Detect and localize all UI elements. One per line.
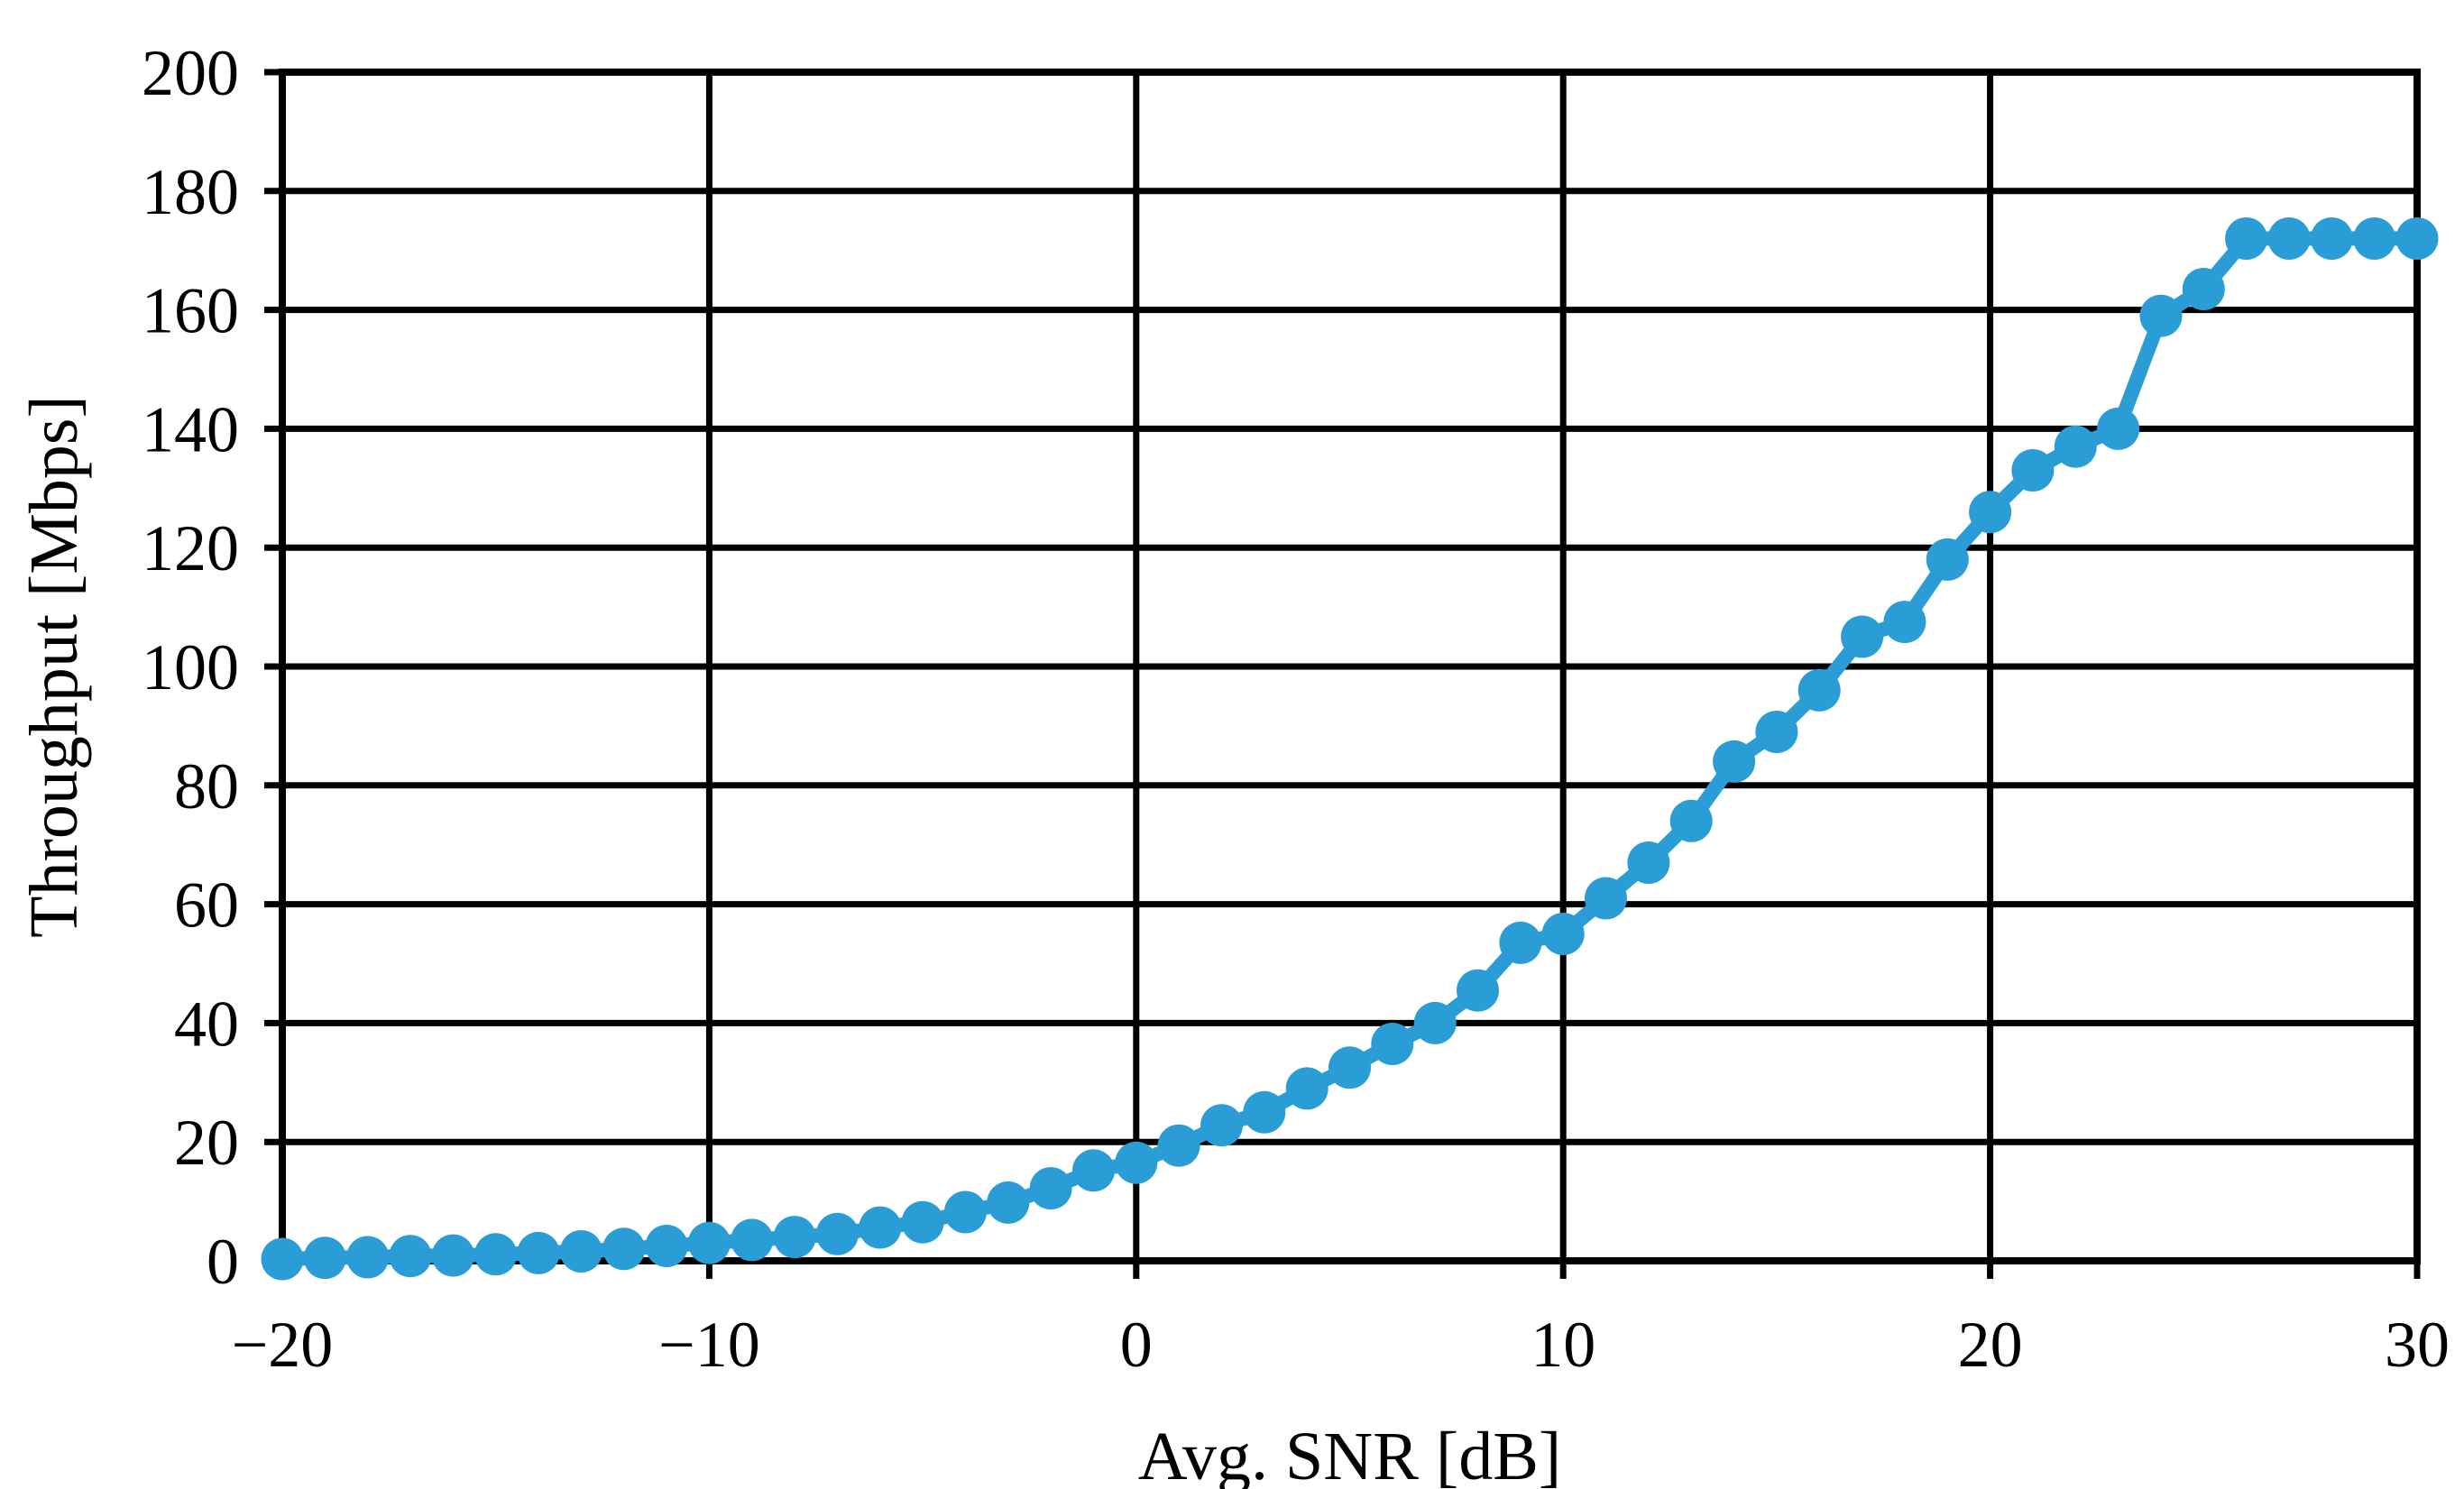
data-point-marker	[2395, 217, 2439, 260]
y-tick-label: 0	[207, 1226, 239, 1298]
data-point-marker	[1669, 799, 1713, 842]
data-point-marker	[645, 1225, 688, 1267]
x-tick-label: −20	[232, 1309, 334, 1381]
data-point-marker	[1926, 538, 1969, 581]
y-tick-label: 140	[142, 393, 239, 465]
data-point-marker	[1115, 1141, 1158, 1184]
data-point-marker	[1627, 841, 1670, 884]
axis-ticks	[264, 69, 2421, 1279]
data-point-marker	[2097, 407, 2140, 450]
y-tick-label: 40	[174, 988, 239, 1060]
data-point-marker	[2353, 217, 2396, 260]
data-point-marker	[261, 1237, 304, 1281]
data-point-marker	[731, 1218, 774, 1262]
data-point-marker	[687, 1221, 731, 1264]
data-point-marker	[2267, 217, 2311, 260]
data-point-marker	[1072, 1149, 1115, 1192]
y-tick-label: 100	[142, 631, 239, 703]
data-point-marker	[2054, 425, 2097, 468]
y-tick-label: 20	[174, 1107, 239, 1179]
data-point-marker	[303, 1236, 346, 1280]
data-point-marker	[1200, 1104, 1243, 1147]
data-point-marker	[1029, 1167, 1072, 1210]
y-tick-label: 160	[142, 275, 239, 347]
data-point-marker	[1371, 1023, 1414, 1065]
data-point-marker	[1969, 491, 2012, 534]
data-point-marker	[943, 1190, 987, 1234]
data-point-marker	[773, 1216, 816, 1259]
data-point-marker	[474, 1233, 518, 1276]
data-point-marker	[1755, 711, 1798, 753]
y-tick-label: 200	[142, 37, 239, 109]
data-point-marker	[1243, 1090, 1286, 1134]
x-tick-label: 10	[1531, 1309, 1595, 1381]
throughput-line	[275, 231, 2424, 1266]
x-tick-label: −10	[658, 1309, 760, 1381]
data-point-marker	[1883, 601, 1926, 644]
data-point-marker	[1797, 668, 1841, 712]
data-point-marker	[602, 1227, 646, 1271]
data-point-marker	[517, 1231, 560, 1274]
data-point-marker	[859, 1206, 902, 1249]
y-axis-title: Throughput [Mbps]	[16, 395, 92, 938]
data-point-marker	[1585, 877, 1627, 920]
y-tick-label: 120	[142, 512, 239, 584]
data-point-marker	[2225, 217, 2268, 260]
data-point-marker	[1713, 740, 1756, 783]
data-point-marker	[2139, 294, 2183, 337]
x-axis-title: Avg. SNR [dB]	[1138, 1419, 1561, 1489]
y-tick-label: 80	[174, 750, 239, 823]
data-point-marker	[901, 1200, 944, 1244]
data-point-marker	[2310, 217, 2353, 260]
data-point-marker	[1457, 969, 1499, 1012]
x-tick-labels: −20 −10 0 10 20 30	[232, 1309, 2450, 1381]
y-tick-label: 60	[174, 869, 239, 942]
data-point-marker	[559, 1230, 602, 1273]
x-tick-label: 20	[1958, 1309, 2023, 1381]
data-point-marker	[2011, 449, 2055, 492]
x-tick-label: 0	[1120, 1309, 1153, 1381]
data-point-marker	[1499, 921, 1542, 964]
data-point-marker	[987, 1181, 1030, 1224]
data-point-marker	[2182, 268, 2225, 310]
y-tick-labels: 0 20 40 60 80 100 120 140 160 180 200	[142, 37, 239, 1298]
data-point-marker	[815, 1212, 859, 1255]
data-point-marker	[1541, 913, 1585, 955]
data-point-marker	[1285, 1067, 1329, 1110]
data-point-marker	[1157, 1124, 1200, 1167]
data-point-marker	[1329, 1046, 1371, 1089]
data-point-marker	[431, 1234, 474, 1277]
data-point-marker	[346, 1236, 390, 1279]
throughput-markers	[261, 217, 2439, 1281]
data-point-marker	[1413, 1001, 1457, 1044]
x-tick-label: 30	[2385, 1309, 2450, 1381]
plot-border	[279, 69, 2421, 1264]
y-tick-label: 180	[142, 156, 239, 228]
data-point-marker	[389, 1235, 432, 1278]
data-point-marker	[1841, 615, 1884, 658]
